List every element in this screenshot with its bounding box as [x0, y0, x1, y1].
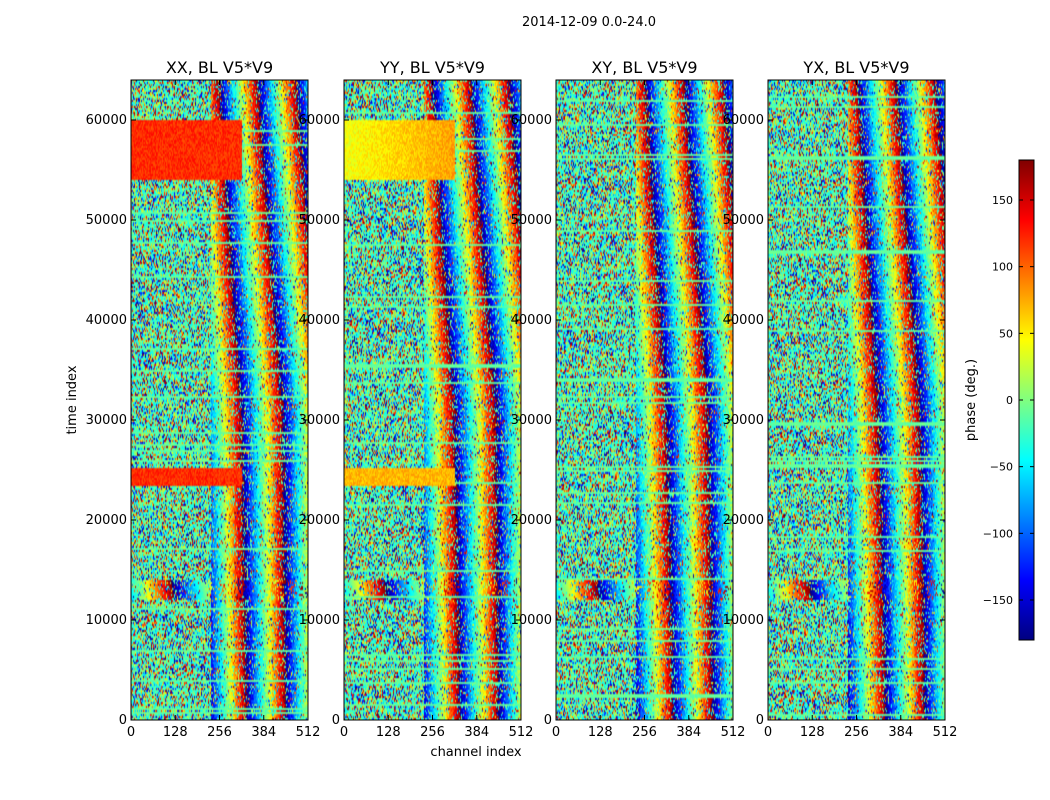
panel-title: YY, BL V5*V9	[379, 58, 485, 77]
heatmap-image-xy	[556, 80, 733, 720]
panel-title: YX, BL V5*V9	[802, 58, 909, 77]
y-tick-label: 40000	[299, 313, 340, 328]
x-axis-label: channel index	[430, 745, 521, 760]
y-tick-label: 20000	[86, 513, 127, 528]
heatmap-image-xx	[131, 80, 308, 720]
y-tick-label: 30000	[511, 413, 552, 428]
colorbar-tick-label: 50	[999, 327, 1013, 340]
panel-title: XY, BL V5*V9	[591, 58, 697, 77]
x-tick-label: 0	[340, 725, 348, 740]
panel-title: XX, BL V5*V9	[166, 58, 273, 77]
y-tick-label: 0	[756, 713, 764, 728]
panel-xy: XY, BL V5*V9 0 128 256 384 512 0 10000 20000 3000…	[511, 58, 746, 740]
y-tick-label: 40000	[723, 313, 764, 328]
x-tick-label: 384	[676, 725, 701, 740]
x-tick-label: 256	[207, 725, 232, 740]
y-tick-label: 50000	[511, 213, 552, 228]
x-tick-label: 128	[376, 725, 401, 740]
x-tick-label: 256	[420, 725, 445, 740]
x-tick-label: 512	[509, 725, 534, 740]
y-tick-label: 30000	[299, 413, 340, 428]
y-tick-label: 50000	[299, 213, 340, 228]
colorbar-tick-label: −150	[983, 594, 1013, 607]
panel-yx: YX, BL V5*V9 0 128 256 384 512 0 10000 20000 3000…	[723, 58, 958, 740]
x-tick-label: 384	[464, 725, 489, 740]
y-tick-label: 60000	[511, 113, 552, 128]
colorbar-tick-label: −50	[990, 461, 1013, 474]
colorbar-tick-label: 100	[992, 261, 1013, 274]
x-tick-label: 128	[800, 725, 825, 740]
x-tick-label: 384	[888, 725, 913, 740]
heatmap-image-yx	[768, 80, 945, 720]
x-tick-label: 512	[933, 725, 958, 740]
y-tick-label: 40000	[511, 313, 552, 328]
colorbar-tick-label: 0	[1006, 394, 1013, 407]
y-tick-label: 60000	[299, 113, 340, 128]
panel-xx: XX, BL V5*V9 0 128 256 384 512 0 10000 20000 3000…	[86, 58, 321, 740]
x-tick-label: 128	[588, 725, 613, 740]
y-tick-label: 10000	[723, 613, 764, 628]
y-tick-label: 40000	[86, 313, 127, 328]
y-tick-label: 50000	[86, 213, 127, 228]
x-tick-label: 384	[251, 725, 276, 740]
y-tick-label: 20000	[511, 513, 552, 528]
panel-yy: YY, BL V5*V9 0 128 256 384 512 0 10000 20000 3000…	[299, 58, 534, 740]
y-tick-label: 10000	[511, 613, 552, 628]
y-tick-label: 20000	[723, 513, 764, 528]
x-tick-label: 512	[296, 725, 321, 740]
x-tick-label: 0	[764, 725, 772, 740]
colorbar-label: phase (deg.)	[964, 359, 979, 441]
x-tick-label: 256	[844, 725, 869, 740]
y-tick-label: 20000	[299, 513, 340, 528]
x-tick-label: 0	[127, 725, 135, 740]
y-tick-label: 0	[332, 713, 340, 728]
x-tick-label: 0	[552, 725, 560, 740]
figure-title: 2014-12-09 0.0-24.0	[522, 15, 656, 30]
panels: XX, BL V5*V9 0 128 256 384 512 0 10000 20000 3000…	[65, 58, 957, 760]
y-tick-label: 0	[544, 713, 552, 728]
x-tick-label: 512	[721, 725, 746, 740]
heatmap-image-yy	[344, 80, 521, 720]
y-tick-label: 30000	[723, 413, 764, 428]
y-tick-label: 60000	[723, 113, 764, 128]
y-axis-label: time index	[65, 365, 80, 434]
y-tick-label: 30000	[86, 413, 127, 428]
y-tick-label: 50000	[723, 213, 764, 228]
colorbar-tick-label: 150	[992, 194, 1013, 207]
y-tick-label: 10000	[86, 613, 127, 628]
y-tick-label: 10000	[299, 613, 340, 628]
colorbar-tick-label: −100	[983, 527, 1013, 540]
x-tick-label: 128	[163, 725, 188, 740]
y-tick-label: 0	[119, 713, 127, 728]
colorbar: −150 −100 −50 0 50 100 150 phase (deg.)	[964, 159, 1035, 641]
x-tick-label: 256	[632, 725, 657, 740]
y-tick-label: 60000	[86, 113, 127, 128]
